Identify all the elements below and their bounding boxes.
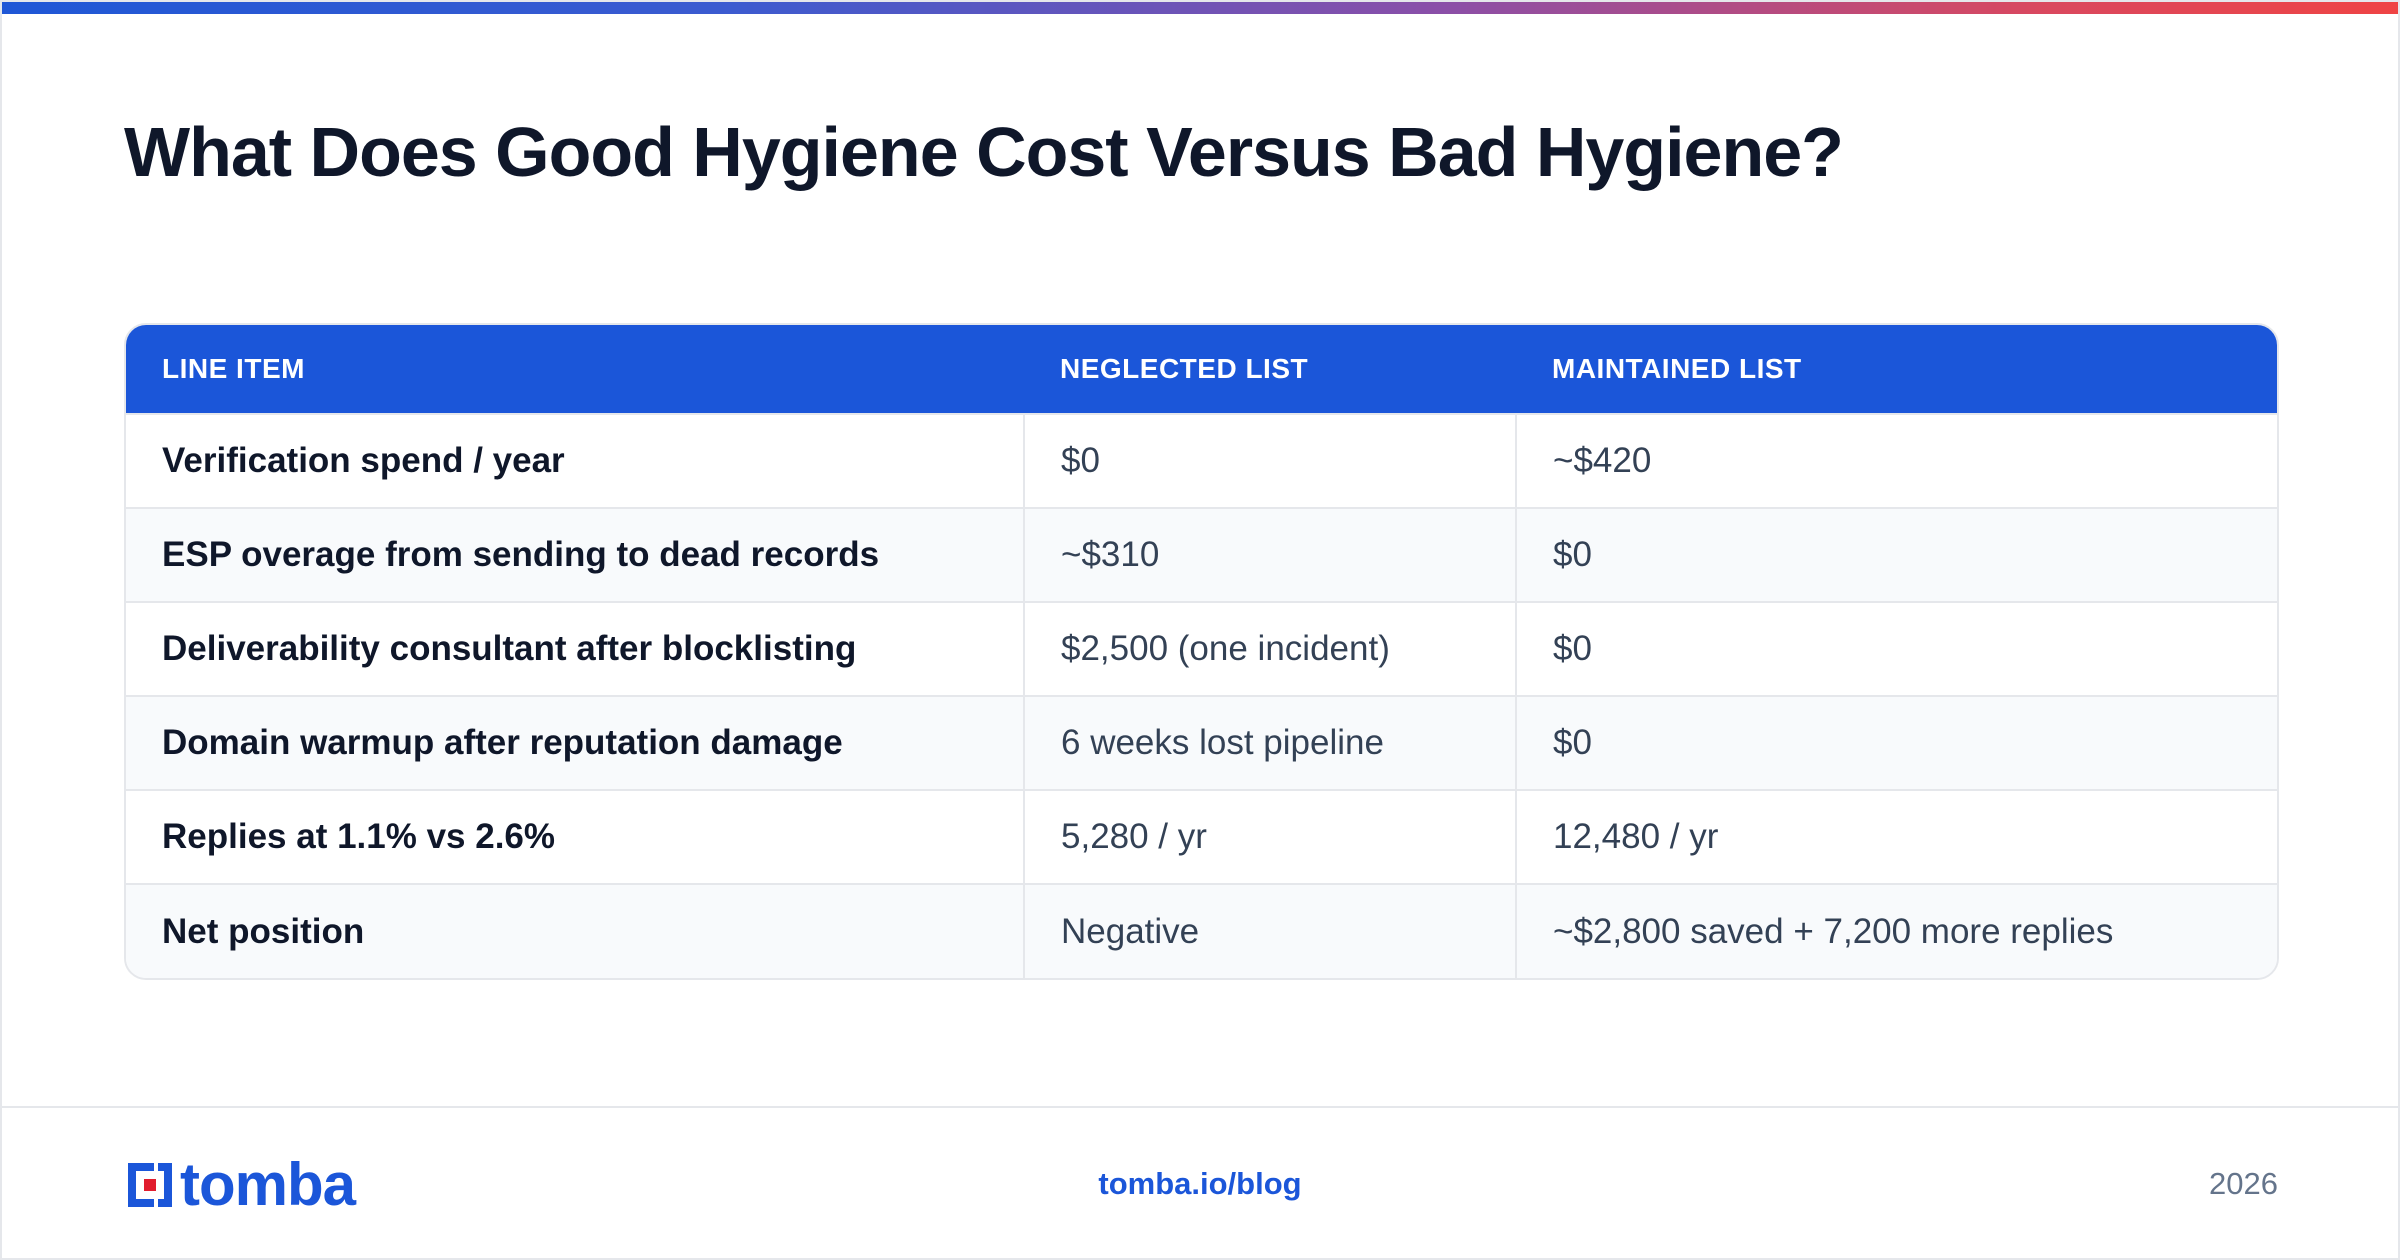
column-header-maintained-list: MAINTAINED LIST	[1516, 325, 2277, 414]
table-row: ESP overage from sending to dead records…	[126, 507, 2277, 602]
maintained-value: 12,480 / yr	[1515, 789, 2277, 884]
column-header-line-item: LINE ITEM	[126, 325, 1024, 414]
row-label: Net position	[126, 883, 1024, 978]
neglected-value: $2,500 (one incident)	[1023, 601, 1516, 696]
row-label: Domain warmup after reputation damage	[126, 695, 1024, 790]
table-row: Domain warmup after reputation damage 6 …	[126, 695, 2277, 790]
maintained-value: $0	[1515, 507, 2277, 602]
footer-year: 2026	[2209, 1166, 2278, 1201]
row-label: Deliverability consultant after blocklis…	[126, 601, 1024, 696]
neglected-value: $0	[1023, 413, 1516, 508]
table-row: Replies at 1.1% vs 2.6% 5,280 / yr 12,48…	[126, 789, 2277, 884]
cost-comparison-table: LINE ITEM NEGLECTED LIST MAINTAINED LIST…	[124, 323, 2279, 980]
neglected-value: Negative	[1023, 883, 1516, 978]
neglected-value: ~$310	[1023, 507, 1516, 602]
neglected-value: 5,280 / yr	[1023, 789, 1516, 884]
tomba-logo[interactable]: tomba	[124, 1151, 356, 1218]
tomba-logo-icon	[128, 1163, 172, 1207]
maintained-value: ~$2,800 saved + 7,200 more replies	[1515, 883, 2277, 978]
table-header-row: LINE ITEM NEGLECTED LIST MAINTAINED LIST	[126, 325, 2277, 414]
blog-link[interactable]: tomba.io/blog	[1098, 1166, 1302, 1201]
footer: tomba tomba.io/blog 2026	[2, 1106, 2398, 1260]
column-header-neglected-list: NEGLECTED LIST	[1024, 325, 1516, 414]
maintained-value: $0	[1515, 601, 2277, 696]
logo-wordmark: tomba	[180, 1151, 356, 1218]
table-row: Net position Negative ~$2,800 saved + 7,…	[126, 883, 2277, 978]
row-label: Replies at 1.1% vs 2.6%	[126, 789, 1024, 884]
row-label: Verification spend / year	[126, 413, 1024, 508]
maintained-value: $0	[1515, 695, 2277, 790]
row-label: ESP overage from sending to dead records	[126, 507, 1024, 602]
neglected-value: 6 weeks lost pipeline	[1023, 695, 1516, 790]
page-title: What Does Good Hygiene Cost Versus Bad H…	[124, 113, 1844, 191]
table-row: Verification spend / year $0 ~$420	[126, 413, 2277, 508]
top-gradient-bar	[2, 2, 2398, 14]
maintained-value: ~$420	[1515, 413, 2277, 508]
table-row: Deliverability consultant after blocklis…	[126, 601, 2277, 696]
